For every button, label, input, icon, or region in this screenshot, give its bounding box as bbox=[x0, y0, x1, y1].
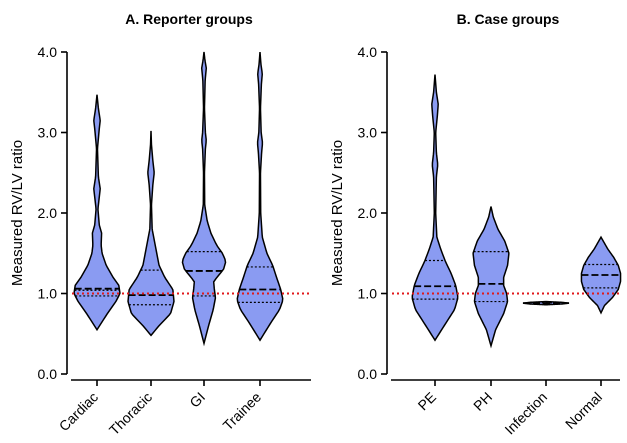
y-tick-label: 4.0 bbox=[38, 44, 58, 60]
y-tick-label: 3.0 bbox=[358, 125, 378, 141]
x-tick-label: Cardiac bbox=[56, 389, 101, 434]
y-tick-label: 2.0 bbox=[358, 205, 378, 221]
y-axis-ticks: 0.0 1.0 2.0 3.0 4.0 bbox=[38, 44, 67, 382]
axes bbox=[386, 52, 620, 381]
panel-case-groups: B. Case groups Measured RV/LV ratio 0.0 1… bbox=[329, 11, 622, 438]
y-tick-label: 3.0 bbox=[38, 125, 58, 141]
x-tick-label: GI bbox=[186, 389, 208, 411]
violin-trainee bbox=[236, 51, 284, 342]
x-axis-categories: Cardiac Thoracic GI Trainee bbox=[56, 380, 265, 438]
chart-title: A. Reporter groups bbox=[125, 11, 253, 27]
axes bbox=[66, 52, 311, 381]
violin-cardiac bbox=[73, 94, 121, 332]
x-tick-label: PH bbox=[470, 389, 495, 414]
y-axis-ticks: 0.0 1.0 2.0 3.0 4.0 bbox=[358, 44, 387, 382]
x-tick-label: Trainee bbox=[220, 389, 265, 434]
violin-gi bbox=[181, 51, 227, 347]
panel-reporter-groups: A. Reporter groups Measured RV/LV ratio … bbox=[9, 11, 311, 438]
violin-thoracic bbox=[127, 130, 175, 337]
violin-ph bbox=[472, 206, 510, 349]
x-tick-label: Thoracic bbox=[106, 389, 155, 438]
y-tick-label: 1.0 bbox=[38, 286, 58, 302]
violin-normal bbox=[580, 235, 622, 315]
x-tick-label: Normal bbox=[562, 389, 605, 432]
chart-title: B. Case groups bbox=[457, 11, 560, 27]
x-tick-label: PE bbox=[415, 389, 440, 414]
violin-pe bbox=[411, 74, 459, 342]
y-axis-label: Measured RV/LV ratio bbox=[329, 140, 346, 286]
x-axis-categories: PE PH Infection Normal bbox=[415, 380, 605, 438]
y-tick-label: 1.0 bbox=[358, 286, 378, 302]
x-tick-label: Infection bbox=[501, 389, 550, 438]
y-tick-label: 0.0 bbox=[38, 366, 58, 382]
violins bbox=[411, 74, 622, 349]
y-tick-label: 2.0 bbox=[38, 205, 58, 221]
y-tick-label: 4.0 bbox=[358, 44, 378, 60]
y-axis-label: Measured RV/LV ratio bbox=[9, 140, 26, 286]
violins bbox=[73, 51, 284, 347]
y-tick-label: 0.0 bbox=[358, 366, 378, 382]
